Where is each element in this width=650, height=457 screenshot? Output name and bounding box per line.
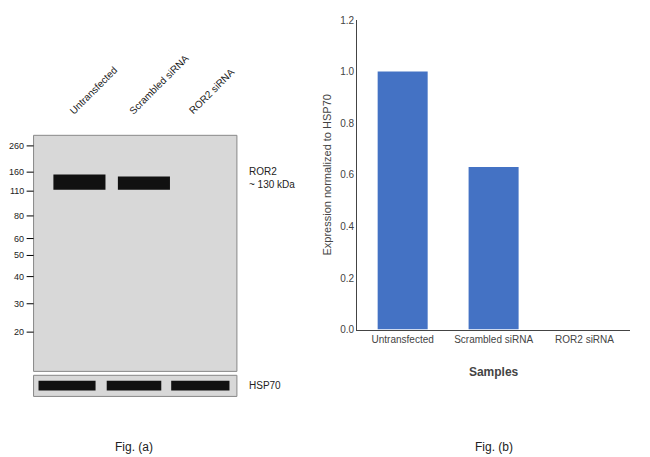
svg-text:1.2: 1.2 <box>340 15 354 26</box>
svg-text:Scrambled siRNA: Scrambled siRNA <box>454 334 533 345</box>
svg-text:160: 160 <box>9 167 24 177</box>
svg-text:0.2: 0.2 <box>340 273 354 284</box>
svg-text:40: 40 <box>14 272 24 282</box>
svg-text:Untransfected: Untransfected <box>372 334 434 345</box>
svg-text:0.0: 0.0 <box>340 324 354 335</box>
svg-text:50: 50 <box>14 250 24 260</box>
svg-text:Fig. (b): Fig. (b) <box>475 440 513 454</box>
svg-text:1.0: 1.0 <box>340 66 354 77</box>
svg-text:0.8: 0.8 <box>340 118 354 129</box>
svg-text:HSP70: HSP70 <box>249 380 281 391</box>
svg-text:Untransfected: Untransfected <box>68 65 120 117</box>
svg-text:Scrambled siRNA: Scrambled siRNA <box>127 53 191 117</box>
svg-text:80: 80 <box>14 211 24 221</box>
svg-text:0.6: 0.6 <box>340 169 354 180</box>
svg-text:ROR2~ 130 kDa: ROR2~ 130 kDa <box>249 166 295 190</box>
svg-text:Samples: Samples <box>469 365 519 379</box>
svg-text:260: 260 <box>9 141 24 151</box>
svg-text:ROR2 siRNA: ROR2 siRNA <box>187 66 237 116</box>
svg-text:Fig. (a): Fig. (a) <box>115 440 153 454</box>
svg-text:110: 110 <box>10 186 24 196</box>
svg-text:Expression normalized to HSP70: Expression normalized to HSP70 <box>321 94 333 255</box>
svg-text:60: 60 <box>14 234 24 244</box>
svg-text:0.4: 0.4 <box>340 221 354 232</box>
svg-text:30: 30 <box>14 299 24 309</box>
svg-text:ROR2 siRNA: ROR2 siRNA <box>555 334 614 345</box>
svg-text:20: 20 <box>14 327 24 337</box>
